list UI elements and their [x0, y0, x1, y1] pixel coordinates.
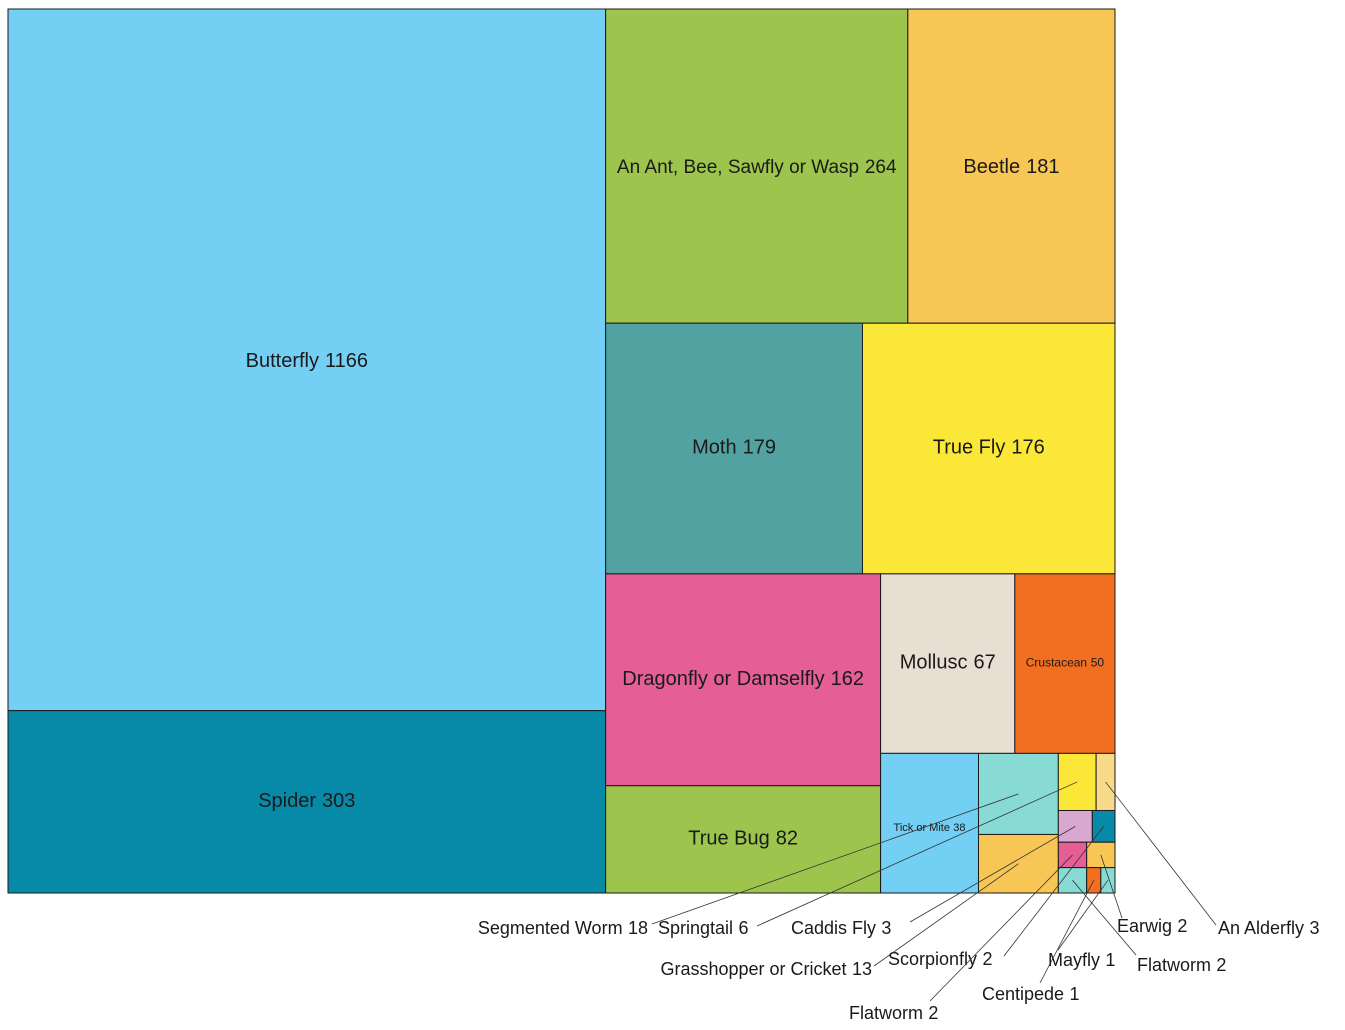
- label-name: True Bug: [688, 828, 770, 850]
- label-value: 2: [982, 949, 992, 969]
- label-name: Flatworm: [849, 1003, 923, 1023]
- treemap-cell: [1057, 752, 1097, 811]
- label-value: 38: [953, 822, 965, 834]
- label-value: 179: [743, 437, 776, 459]
- cell-label: Spider 303: [258, 790, 355, 812]
- label-name: Beetle: [963, 156, 1020, 178]
- cell-label: Flatworm 2: [1137, 955, 1226, 975]
- treemap-cell: [907, 8, 1116, 324]
- label-value: 2: [1216, 955, 1226, 975]
- cell-label: True Bug 82: [688, 828, 798, 850]
- leader-line: [1100, 854, 1123, 919]
- label-value: 67: [973, 652, 995, 674]
- treemap-cell: [7, 8, 607, 712]
- label-name: Grasshopper or Cricket: [660, 959, 846, 979]
- leader-line: [1003, 826, 1104, 957]
- leader-line: [1105, 781, 1217, 926]
- labels: Butterfly 1166 Spider 303 An Ant, Bee, Sawfl…: [246, 156, 1320, 1022]
- label-value: 264: [865, 157, 897, 178]
- label-name: Moth: [692, 437, 736, 459]
- label-name: An Ant, Bee, Sawfly or Wasp: [617, 157, 859, 178]
- treemap-cell: [605, 322, 863, 575]
- cell-label: Scorpionfly 2: [888, 949, 992, 969]
- leader-line: [873, 863, 1019, 967]
- leader-line: [651, 793, 1019, 925]
- cell-label: Beetle 181: [963, 156, 1059, 178]
- treemap-cell: [1057, 841, 1088, 869]
- cell-label: Grasshopper or Cricket 13: [660, 959, 872, 979]
- treemap-cell: [1014, 573, 1116, 754]
- cell-label: Moth 179: [692, 437, 776, 459]
- label-name: Centipede: [982, 984, 1064, 1004]
- cell-label: Tick or Mite38: [894, 822, 966, 834]
- cell-label: Centipede 1: [982, 984, 1079, 1004]
- cell-label: Mollusc 67: [900, 652, 996, 674]
- label-name: Scorpionfly: [888, 949, 977, 969]
- label-value: 303: [322, 790, 355, 812]
- cell-label: Crustacean 50: [1026, 656, 1105, 670]
- cells: [7, 8, 1116, 894]
- label-name: Caddis Fly: [791, 918, 876, 938]
- cell-label: Mayfly 1: [1048, 950, 1115, 970]
- label-name: An Alderfly: [1218, 918, 1304, 938]
- label-value: 3: [881, 918, 891, 938]
- label-name: Mollusc: [900, 652, 968, 674]
- treemap-cell: [605, 573, 882, 787]
- label-value: 1166: [325, 350, 368, 372]
- label-value: 176: [1011, 437, 1044, 459]
- cell-label: Flatworm 2: [849, 1003, 938, 1023]
- cell-label: An Alderfly 3: [1218, 918, 1319, 938]
- label-name: Springtail: [658, 918, 733, 938]
- cell-label: True Fly 176: [933, 437, 1045, 459]
- leader-line: [1057, 880, 1109, 951]
- cell-label: Earwig 2: [1117, 916, 1187, 936]
- cell-label: Dragonfly or Damselfly 162: [622, 668, 864, 690]
- label-value: 13: [852, 959, 872, 979]
- treemap-cell: [605, 785, 882, 894]
- label-name: Earwig: [1117, 916, 1172, 936]
- treemap-cell: [861, 322, 1116, 575]
- label-value: 2: [928, 1003, 938, 1023]
- cell-label: Springtail 6: [658, 918, 748, 938]
- cell-label: Caddis Fly 3: [791, 918, 891, 938]
- label-name: True Fly: [933, 437, 1006, 459]
- label-value: 1: [1105, 950, 1115, 970]
- label-value: 1: [1069, 984, 1079, 1004]
- label-value: 162: [831, 668, 864, 690]
- label-value: 2: [1177, 916, 1187, 936]
- label-name: Butterfly: [246, 350, 319, 372]
- label-value: 18: [628, 918, 648, 938]
- treemap-cell: [1057, 809, 1093, 843]
- cell-label: Butterfly 1166: [246, 350, 368, 372]
- label-name: Dragonfly or Damselfly: [622, 668, 824, 690]
- label-name: Spider: [258, 790, 316, 812]
- label-value: 181: [1026, 156, 1059, 178]
- cell-label: An Ant, Bee, Sawfly or Wasp 264: [617, 157, 897, 178]
- treemap-cell: [7, 710, 607, 894]
- label-value: 82: [776, 828, 798, 850]
- label-name: Flatworm: [1137, 955, 1211, 975]
- label-value: 3: [1309, 918, 1319, 938]
- leader-line: [929, 854, 1073, 1002]
- label-name: Segmented Worm: [478, 918, 623, 938]
- label-name: Crustacean: [1026, 656, 1087, 670]
- label-value: 6: [738, 918, 748, 938]
- cell-label: Segmented Worm 18: [478, 918, 648, 938]
- leader-line: [909, 826, 1076, 923]
- leader-line: [1039, 880, 1095, 984]
- label-value: 50: [1091, 656, 1105, 670]
- label-name: Mayfly: [1048, 950, 1100, 970]
- treemap-cell: [1086, 841, 1116, 869]
- leader-line: [1072, 880, 1137, 956]
- treemap-cell: [605, 8, 909, 324]
- leader-line: [756, 781, 1078, 927]
